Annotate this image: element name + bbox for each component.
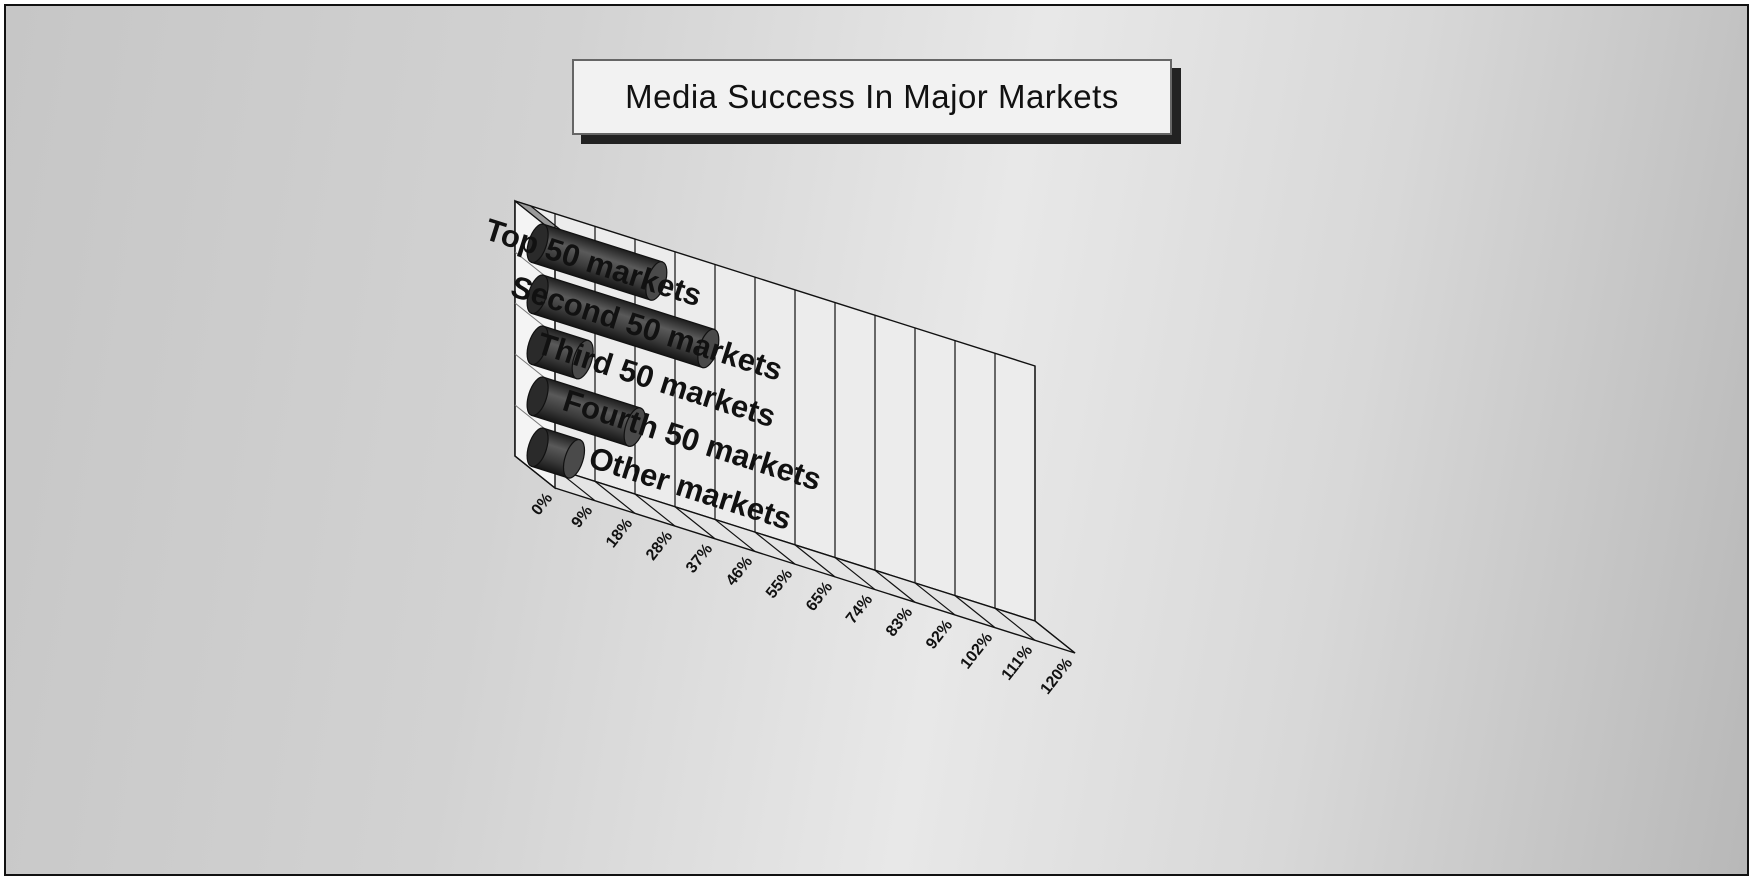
floor-gridline [794, 544, 836, 578]
tick-label: 55% [763, 566, 796, 602]
floor-gridline [954, 595, 996, 629]
bar-cap [562, 438, 586, 479]
floor-gridline [714, 518, 756, 552]
bar-cap [571, 339, 594, 380]
bar-base [526, 223, 549, 264]
bar [526, 325, 594, 380]
floor-gridline [514, 455, 556, 489]
floor-gridline [994, 607, 1036, 641]
bar-base [526, 376, 549, 417]
bar [526, 274, 720, 369]
tick-label: 46% [723, 553, 756, 589]
bar-base [526, 274, 549, 315]
floor-gridline [634, 493, 676, 527]
tick-label: 92% [923, 617, 956, 653]
floor-gridline [874, 569, 916, 603]
floor-gridline [914, 582, 956, 616]
tick-label: 102% [958, 630, 997, 673]
bar-base [526, 325, 549, 366]
floor-gridline [594, 480, 636, 514]
bar [526, 223, 668, 301]
bars [526, 223, 720, 479]
bar-cap [645, 261, 668, 301]
tick-label: 74% [843, 592, 876, 628]
bar-cap [697, 328, 720, 369]
tick-label: 9% [569, 503, 597, 532]
tick-label: 120% [1038, 655, 1077, 698]
tick-label: 28% [643, 528, 676, 564]
bar [526, 376, 646, 447]
bar-cap [623, 407, 646, 447]
floor-gridline [754, 531, 796, 565]
chart-title-box: Media Success In Major Markets [572, 59, 1172, 135]
tick-label: 65% [803, 579, 836, 615]
bar [526, 427, 586, 479]
floor-gridline [674, 506, 716, 540]
tick-label: 18% [603, 515, 636, 551]
tick-label: 111% [999, 642, 1037, 683]
tick-label: 83% [883, 604, 916, 640]
bar-base [526, 427, 549, 468]
floor-gridline [1034, 620, 1076, 654]
tick-label: 37% [683, 541, 716, 577]
tick-label: 0% [529, 490, 557, 519]
chart-title: Media Success In Major Markets [625, 78, 1119, 115]
floor-gridline [834, 557, 876, 591]
